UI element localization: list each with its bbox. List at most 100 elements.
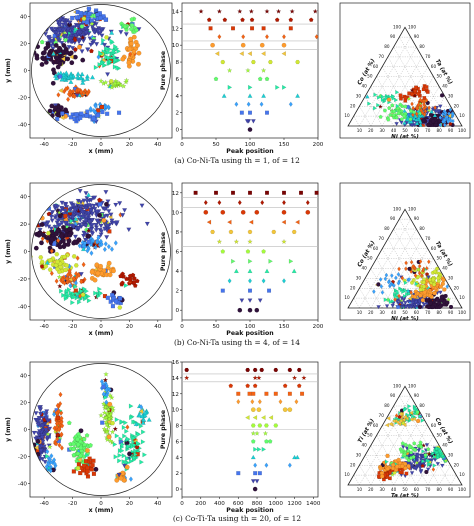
wafer-point (110, 304, 116, 309)
wafer-point (89, 250, 94, 256)
wafer-point (140, 420, 146, 425)
ternary-point (436, 455, 441, 460)
wafer-point (53, 55, 59, 60)
wafer-point (71, 275, 76, 282)
x-tick-label: 0 (180, 324, 184, 330)
y-tick-label: 8 (175, 424, 179, 430)
wafer-point (89, 20, 95, 27)
wafer-point (105, 423, 112, 430)
peak-point (220, 60, 226, 65)
wafer-point (89, 74, 96, 80)
wafer-point (58, 17, 64, 23)
ternary-point (431, 282, 437, 287)
ternary-point (391, 462, 396, 468)
wafer-point (55, 259, 60, 264)
peak-point (267, 288, 272, 293)
wafer-point (52, 203, 58, 209)
peak-point (254, 307, 260, 313)
wafer-point (142, 452, 147, 458)
wafer-point (105, 46, 110, 52)
peak-point (257, 471, 262, 476)
wafer-point (41, 56, 47, 62)
wafer-point (79, 49, 85, 54)
wafer-point (120, 280, 125, 285)
wafer-point (43, 32, 49, 37)
x-tick-label: -20 (68, 501, 78, 507)
peak-point (261, 415, 266, 421)
wafer-point (73, 284, 78, 290)
wafer-point (55, 436, 60, 442)
wafer-point (67, 20, 73, 25)
wafer-point (89, 48, 94, 54)
wafer-point (66, 45, 72, 50)
wafer-point (88, 442, 93, 448)
wafer-point (104, 411, 111, 417)
ternary-left-tick: 50 (367, 256, 373, 261)
wafer-point (58, 264, 64, 270)
y-tick-label: -20 (18, 277, 28, 283)
wafer-point (76, 226, 82, 231)
wafer-point (36, 416, 42, 421)
ternary-point (412, 447, 417, 452)
x-tick-label: 100 (245, 142, 256, 148)
x-tick-label: 200 (313, 324, 324, 330)
wafer-point (102, 79, 109, 85)
peak-point (282, 34, 286, 40)
wafer-point (48, 214, 54, 220)
peak-point (265, 34, 269, 40)
wafer-point (55, 108, 61, 114)
ternary-point (378, 466, 383, 471)
ternary-point (402, 108, 407, 113)
peak-point (227, 278, 232, 284)
peak-point (247, 307, 253, 313)
wafer-point (121, 453, 127, 459)
wafer-point (92, 195, 98, 201)
peak-point (203, 199, 208, 206)
wafer-point (106, 413, 112, 419)
wafer-point (134, 27, 139, 33)
y-axis-label: Pure phase (160, 232, 167, 271)
ternary-point (396, 111, 401, 116)
ternary-point (436, 109, 441, 114)
ternary-right-tick: 20 (454, 103, 460, 108)
wafer-point (97, 286, 102, 292)
y-tick-label: 40 (20, 195, 28, 201)
ternary-point (384, 459, 389, 464)
ternary-point (388, 282, 393, 288)
wafer-point (77, 299, 82, 305)
wafer-point (103, 190, 109, 195)
wafer-point (109, 429, 116, 435)
ternary-point (446, 296, 451, 302)
ternary-point (435, 462, 441, 467)
wafer-point (75, 451, 81, 456)
ternary-point (396, 301, 401, 306)
wafer-point (55, 432, 61, 437)
wafer-point (68, 201, 74, 206)
ternary-point (424, 469, 429, 475)
ternary-bottom-tick: 100 (458, 487, 466, 492)
wafer-point (59, 115, 65, 121)
peak-point (257, 399, 262, 405)
ternary-point (403, 442, 408, 447)
ternary-point (403, 305, 409, 310)
ternary-point (403, 98, 408, 103)
ternary-point (376, 305, 381, 310)
wafer-point (77, 222, 83, 228)
ternary-point (418, 440, 423, 445)
wafer-point (136, 61, 141, 67)
wafer-point (96, 108, 101, 113)
wafer-point (98, 290, 104, 297)
ternary-point (439, 294, 444, 300)
wafer-point (83, 223, 89, 229)
wafer-point (69, 218, 74, 224)
ternary-point (442, 287, 447, 292)
ternary-point (378, 114, 383, 119)
wafer-point (48, 56, 54, 62)
peak-point (300, 391, 305, 396)
ternary-point (405, 288, 411, 293)
wafer-point (142, 410, 148, 415)
wafer-point (36, 405, 42, 411)
wafer-frame (29, 361, 173, 498)
wafer-point (126, 227, 132, 233)
